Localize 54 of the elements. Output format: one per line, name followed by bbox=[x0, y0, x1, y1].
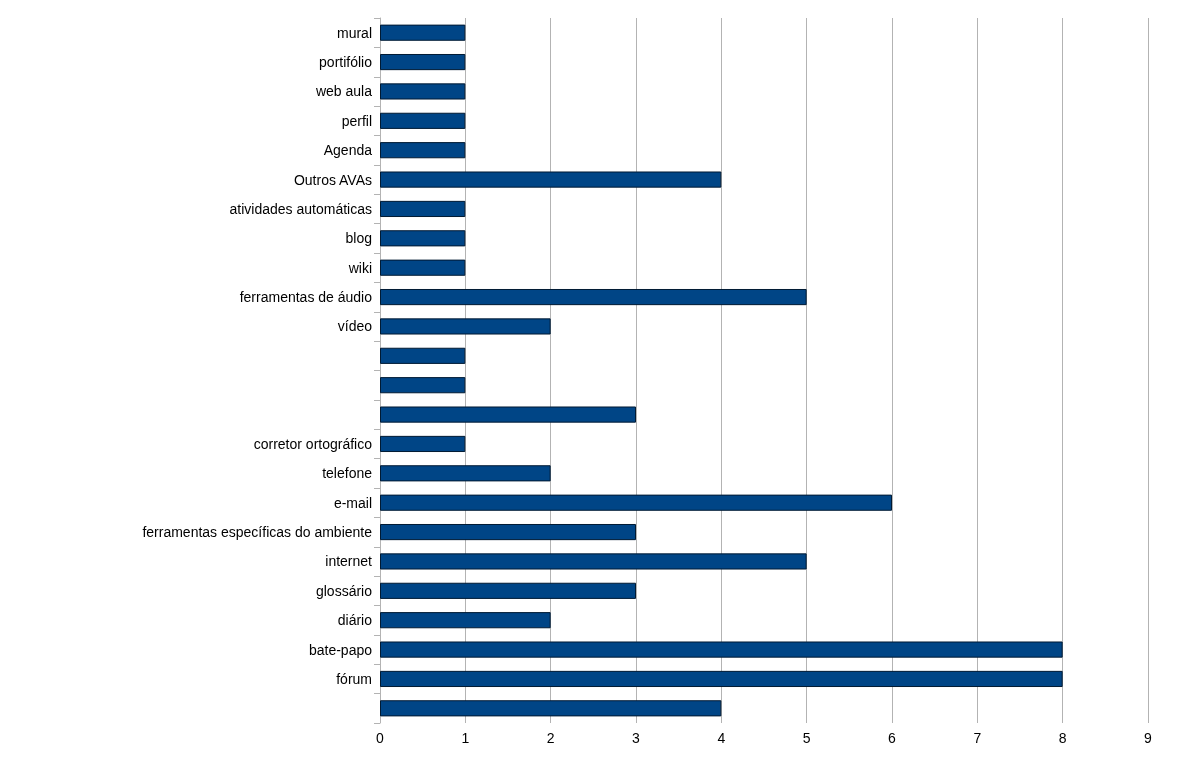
bar bbox=[380, 288, 807, 306]
bar bbox=[380, 377, 466, 394]
bar bbox=[380, 347, 466, 364]
bar bbox=[380, 494, 892, 511]
y-tick-label: mural bbox=[336, 24, 372, 41]
x-tick-label: 3 bbox=[632, 730, 641, 746]
bar bbox=[380, 670, 1063, 688]
x-tick-label: 0 bbox=[376, 730, 385, 746]
y-tick-label: e-mail bbox=[333, 494, 372, 511]
y-tick-label: corretor ortográfico bbox=[253, 435, 373, 452]
bar bbox=[380, 641, 1063, 658]
y-tick-label: blog bbox=[345, 230, 372, 247]
bar bbox=[380, 112, 466, 129]
y-tick-label: fórum bbox=[336, 670, 372, 687]
x-tick-label: 8 bbox=[1058, 730, 1067, 746]
y-tick-label: perfil bbox=[341, 112, 372, 129]
y-tick-label: vídeo bbox=[337, 318, 373, 335]
bar bbox=[380, 259, 466, 276]
bar bbox=[380, 83, 466, 100]
x-tick-label: 5 bbox=[802, 730, 811, 746]
y-tick-label: bate-papo bbox=[308, 641, 373, 658]
x-tick-label: 1 bbox=[461, 730, 470, 746]
x-tick-label: 7 bbox=[973, 730, 982, 746]
y-tick-label: ferramentas específicas do ambiente bbox=[142, 524, 373, 541]
y-tick-label: internet bbox=[325, 553, 373, 570]
y-tick-label: diário bbox=[337, 612, 373, 629]
y-tick-label: glossário bbox=[315, 582, 373, 599]
y-tick-label: ferramentas de áudio bbox=[239, 289, 373, 306]
x-tick-label: 2 bbox=[546, 730, 555, 746]
y-tick-label: web aula bbox=[314, 83, 373, 100]
y-tick-label: telefone bbox=[322, 465, 373, 482]
bar bbox=[380, 53, 466, 71]
bar bbox=[380, 24, 466, 41]
bar bbox=[380, 700, 722, 717]
bar bbox=[380, 523, 636, 541]
bar bbox=[380, 553, 807, 570]
y-tick-label: portifólio bbox=[319, 54, 373, 71]
bar bbox=[380, 200, 466, 218]
y-tick-label: wiki bbox=[347, 259, 372, 276]
x-tick-label: 9 bbox=[1144, 730, 1153, 746]
bar bbox=[380, 435, 466, 453]
bar bbox=[380, 582, 636, 599]
bar bbox=[380, 171, 722, 188]
bar bbox=[380, 612, 551, 629]
x-tick-label: 6 bbox=[888, 730, 897, 746]
bar bbox=[380, 230, 466, 247]
y-tick-label: atividades automáticas bbox=[229, 200, 372, 217]
bar bbox=[380, 142, 466, 159]
bar bbox=[380, 465, 551, 482]
x-tick-label: 4 bbox=[717, 730, 726, 746]
bar bbox=[380, 406, 636, 423]
y-tick-label: Outros AVAs bbox=[293, 171, 372, 188]
y-tick-label: Agenda bbox=[323, 142, 373, 159]
bar bbox=[380, 318, 551, 335]
